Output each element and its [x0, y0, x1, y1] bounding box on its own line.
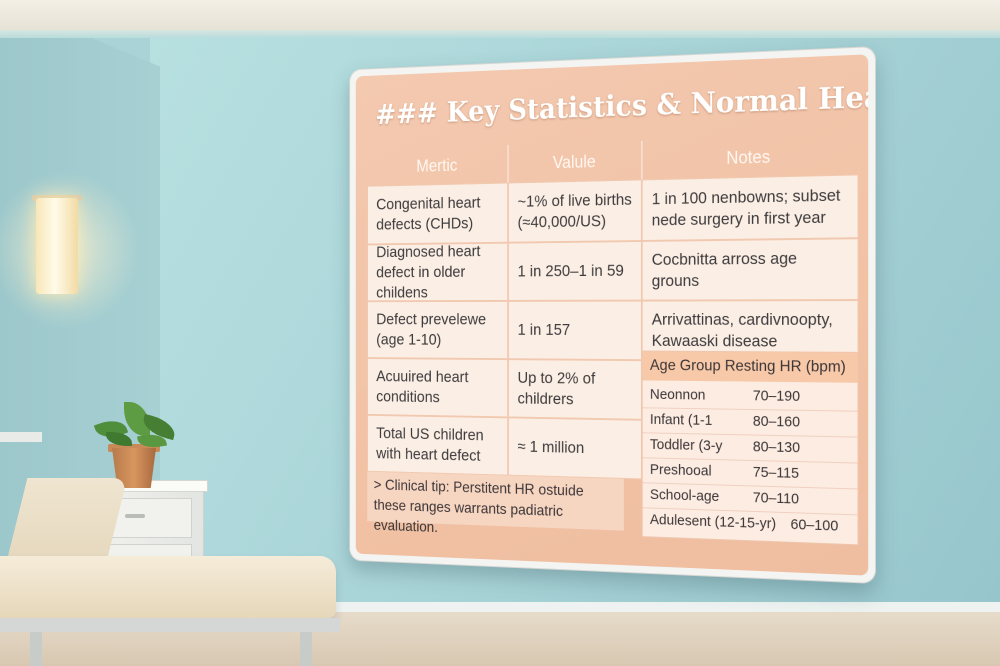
exam-bed-leg: [30, 632, 42, 666]
notes-cell: 1 in 100 nenbowns; subset nede surgery i…: [642, 174, 859, 241]
age-group-label: Neonnon: [650, 382, 706, 408]
heart-rate-range: 80–160: [753, 409, 800, 435]
column-header-notes: Notes: [642, 135, 859, 180]
value-cell: Up to 2% of childrers: [508, 359, 642, 420]
exam-bed-frame: [0, 618, 340, 632]
metric-cell: Acuuired heart conditions: [367, 358, 508, 417]
value-cell: 1 in 250–1 in 59: [508, 241, 642, 301]
board-title: ### Key Statistics & Normal Heart Rates: [375, 73, 856, 140]
clinical-tip: > Clinical tip: Perstitent HR ostuide th…: [367, 472, 624, 531]
age-group-label: Adulesent (12-15-yr): [650, 508, 776, 538]
wall-rail: [0, 432, 42, 442]
wall-sconce: [36, 198, 78, 294]
value-cell: ≈ 1 million: [508, 417, 642, 479]
ceiling-trim: [0, 30, 1000, 38]
metric-cell: Defect prevelewe (age 1-10): [367, 301, 508, 359]
column-header-metric: Mertic: [367, 145, 508, 186]
heart-rate-range: 75–115: [753, 460, 799, 487]
wall-board: ### Key Statistics & Normal Heart Rates …: [349, 46, 876, 584]
heart-rate-range: 80–130: [753, 435, 800, 462]
column-header-value: Valule: [508, 141, 642, 183]
heart-rate-table-header: Age Group Resting HR (bpm): [643, 352, 858, 383]
exam-bed-mattress: [0, 556, 336, 618]
notes-cell: Cocbnitta arross age grouns: [642, 238, 859, 300]
age-group-label: Infant (1-1: [650, 407, 712, 433]
heart-rate-range: 70–190: [753, 384, 800, 410]
metric-cell: Diagnosed heart defect in older childens: [367, 243, 508, 302]
metric-cell: Congenital heart defects (CHDs): [367, 183, 508, 245]
age-group-label: Toddler (3-y: [650, 432, 722, 459]
value-cell: 1 in 157: [508, 301, 642, 361]
heart-rate-table: Age Group Resting HR (bpm) Neonnon 70–19…: [642, 351, 859, 546]
board-panel: ### Key Statistics & Normal Heart Rates …: [356, 54, 868, 575]
exam-bed-leg: [300, 632, 312, 666]
metric-cell: Total US children with heart defect: [367, 415, 508, 476]
age-group-label: School-age: [650, 483, 719, 510]
ceiling: [0, 0, 1000, 30]
age-group-label: Preshooal: [650, 457, 712, 484]
header-divider: [507, 145, 509, 183]
heart-rate-range: 60–100: [791, 512, 839, 539]
value-cell: ~1% of live births (≈40,000/US): [508, 179, 642, 242]
drawer-handle: [125, 514, 145, 518]
header-divider: [641, 141, 643, 180]
heart-rate-range: 70–110: [753, 485, 799, 512]
